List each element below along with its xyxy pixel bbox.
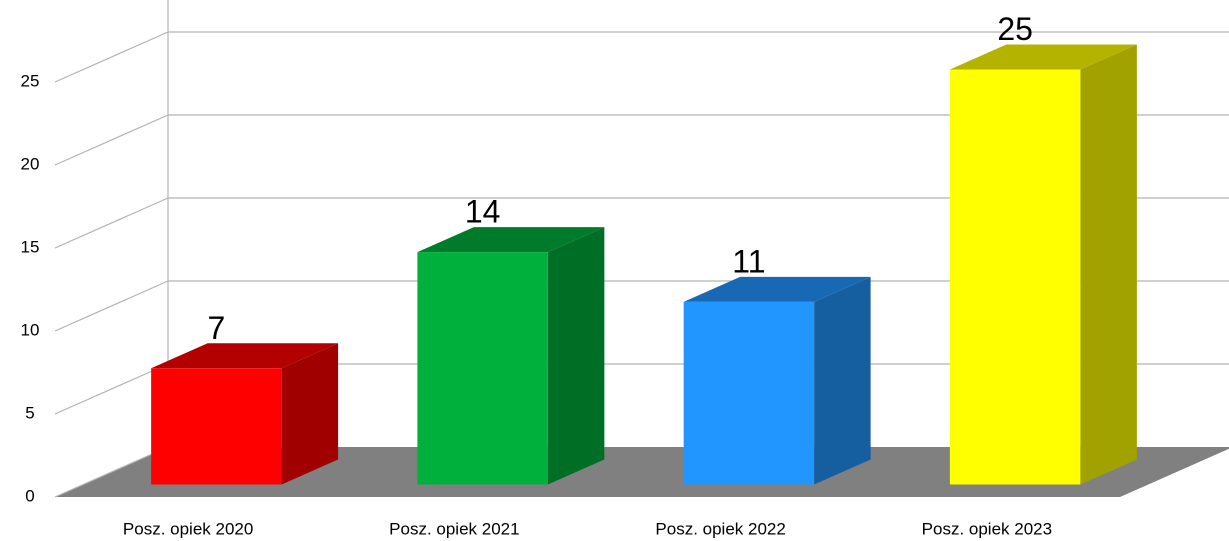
x-tick-label: Posz. opiek 2021 [389, 519, 519, 538]
bar-side [1080, 44, 1137, 485]
x-tick-label: Posz. opiek 2020 [123, 519, 253, 538]
bar [683, 301, 815, 485]
bar [151, 368, 282, 485]
y-tick-label: 25 [21, 71, 40, 90]
grid-line [54, 114, 169, 166]
bar-top [949, 44, 1137, 70]
bar [417, 252, 548, 485]
value-label: 11 [732, 243, 765, 279]
grid-line [54, 446, 169, 498]
x-tick-label: Posz. opiek 2023 [922, 519, 1052, 538]
y-tick-label: 20 [21, 154, 40, 173]
bar-top [151, 343, 339, 369]
bar-top [683, 276, 871, 302]
bar [949, 69, 1081, 485]
grid-line [54, 363, 169, 415]
y-tick-label: 15 [21, 237, 40, 256]
bar-side [814, 276, 871, 485]
y-tick-label: 10 [21, 320, 40, 339]
floor [55, 447, 1229, 497]
bar-side [281, 343, 339, 485]
x-tick-label: Posz. opiek 2022 [655, 519, 785, 538]
grid-line [54, 31, 169, 83]
bar-top [417, 227, 605, 253]
value-label: 7 [207, 310, 225, 346]
bar-side [547, 227, 605, 485]
value-label: 25 [997, 11, 1033, 47]
value-label: 14 [465, 194, 501, 230]
grid-line [54, 280, 169, 332]
grid-line [54, 197, 169, 249]
y-tick-label: 5 [25, 403, 34, 422]
y-tick-label: 0 [25, 486, 34, 505]
